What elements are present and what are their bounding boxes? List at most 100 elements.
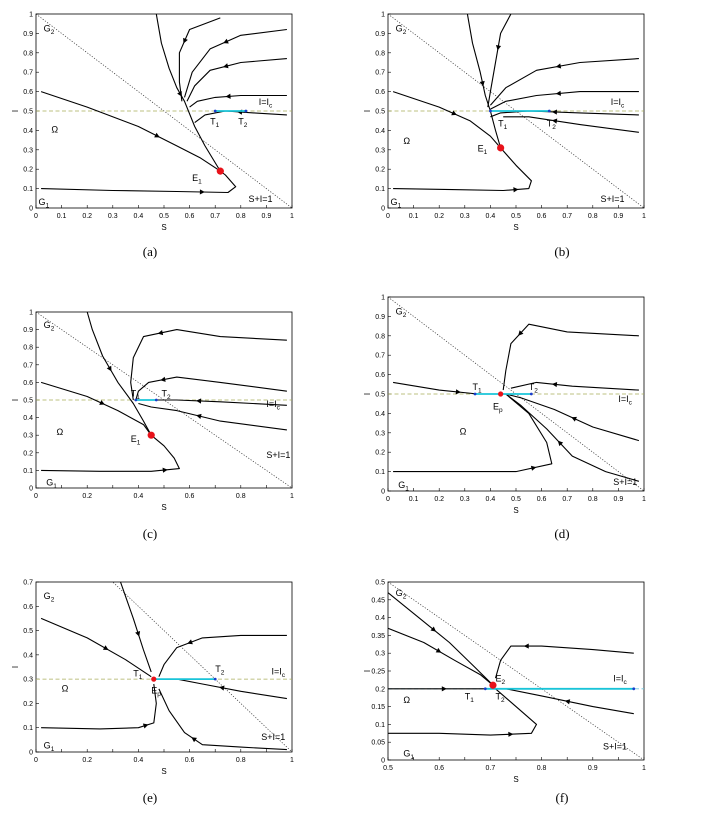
- trajectory-curve: [40, 91, 221, 172]
- line-s-plus-i-equals-1: [112, 582, 292, 752]
- y-tick-label: 0.1: [375, 469, 385, 476]
- trajectory-arrow: [495, 45, 502, 51]
- pseudo-equilibrium-point: [151, 676, 157, 682]
- x-tick-label: 0.4: [486, 496, 496, 503]
- trajectory-arrow: [564, 699, 571, 705]
- y-tick-label: 0.2: [375, 686, 385, 693]
- annotation-label: T1: [133, 669, 143, 682]
- x-tick-label: 0.4: [134, 213, 144, 220]
- caption-b: (b): [554, 244, 570, 259]
- y-tick-label: 0.7: [23, 70, 33, 77]
- y-tick-label: 0.6: [23, 380, 33, 387]
- equilibrium-point: [147, 431, 155, 439]
- trajectory-arrow: [106, 365, 112, 372]
- trajectory-curve: [490, 91, 639, 110]
- trajectory-curve: [178, 17, 221, 102]
- y-tick-label: 0.25: [371, 669, 385, 676]
- x-tick-label: 0.9: [614, 213, 624, 220]
- y-axis-label: I: [363, 393, 372, 395]
- y-tick-label: 0.5: [375, 392, 385, 399]
- trajectory-arrow: [191, 737, 197, 743]
- y-tick-label: 0: [381, 206, 385, 213]
- x-tick-label: 1: [642, 765, 646, 772]
- annotation-label: I=Ic: [613, 674, 627, 687]
- phase-plot-a: 0 0.1 0.2 0.3 0.4 0.5 0.6 0.7 0.8 0.9 1 0 0.1 0.2 0.3 0…: [11, 12, 294, 233]
- equilibrium-point: [497, 144, 505, 152]
- trajectory-arrow: [223, 63, 229, 69]
- y-tick-label: 0.4: [375, 411, 385, 418]
- y-tick-label: 0.1: [375, 722, 385, 729]
- trajectory-arrow: [196, 398, 202, 404]
- y-tick-label: 0.7: [375, 353, 385, 360]
- trajectory-arrow: [523, 643, 529, 649]
- x-tick-label: 0: [386, 213, 390, 220]
- phase-plot-d: 0 0.1 0.2 0.3 0.4 0.5 0.6 0.7 0.8 0.9 1 0 0.1 0.2 0.3 0…: [363, 295, 646, 516]
- trajectory-curve: [183, 28, 287, 98]
- y-tick-label: 0.6: [375, 89, 385, 96]
- x-tick-label: 0.7: [210, 213, 220, 220]
- panel-e: 0 0.2 0.4 0.6 0.8 1 0 0.1 0.2 0.3 0.4 0.5 0.6 0.7 S I G2…: [8, 570, 348, 825]
- y-axis-label: I: [11, 666, 20, 668]
- tangent-point: [473, 392, 477, 396]
- annotation-label: S+I=1: [600, 194, 624, 204]
- panel-c: 0 0.2 0.4 0.6 0.8 1 0 0.1 0.2 0.3 0.4 0.5 0.6 0.7 0.8 0…: [8, 300, 348, 555]
- tangent-point: [489, 109, 492, 113]
- annotation-label: S+I=1: [261, 732, 285, 742]
- y-tick-label: 0.1: [23, 186, 33, 193]
- y-tick-label: 0.2: [23, 701, 33, 708]
- trajectory-curve: [155, 14, 221, 172]
- annotation-label: T1: [131, 388, 141, 401]
- x-tick-label: 0.9: [614, 496, 624, 503]
- annotation-label: S+I=1: [248, 194, 272, 204]
- caption-d: (d): [554, 526, 570, 541]
- annotation-label: S+I=1: [603, 741, 627, 751]
- annotation-label: G1: [39, 197, 50, 210]
- annotation-label: Ω: [51, 124, 58, 134]
- y-tick-label: 0.4: [375, 128, 385, 135]
- y-tick-label: 0.3: [375, 651, 385, 658]
- x-tick-label: 0.8: [537, 765, 547, 772]
- y-tick-label: 1: [29, 310, 33, 317]
- x-tick-label: 0.2: [82, 493, 92, 500]
- annotation-label: T2: [496, 691, 506, 704]
- trajectory-arrow: [199, 189, 205, 195]
- tangent-point: [483, 687, 487, 691]
- annotation-label: T2: [161, 388, 171, 401]
- annotation-label: I=Ic: [611, 97, 625, 110]
- phase-plot-e: 0 0.2 0.4 0.6 0.8 1 0 0.1 0.2 0.3 0.4 0.5 0.6 0.7 S I G2…: [11, 580, 294, 777]
- trajectory-arrow: [135, 631, 141, 637]
- trajectory-curve: [503, 116, 639, 133]
- y-tick-label: 0.2: [375, 450, 385, 457]
- x-tick-label: 0.7: [562, 213, 572, 220]
- x-tick-label: 0.5: [511, 496, 521, 503]
- annotation-label: T1: [498, 119, 508, 131]
- x-axis-label: S: [161, 767, 166, 776]
- trajectory-arrow: [551, 109, 557, 115]
- y-axis-label: I: [363, 110, 372, 112]
- x-tick-label: 0.6: [185, 757, 195, 764]
- x-tick-label: 0.5: [159, 213, 169, 220]
- x-tick-label: 0.9: [262, 213, 272, 220]
- trajectory-curve: [466, 14, 502, 149]
- y-tick-label: 0: [381, 489, 385, 496]
- trajectory-curve: [393, 147, 532, 192]
- annotation-label: Ω: [403, 695, 410, 705]
- x-axis-label: S: [161, 223, 166, 232]
- x-tick-label: 0.5: [511, 213, 521, 220]
- phase-plot-f: 0.5 0.6 0.7 0.8 0.9 1 0 0.05 0.1 0.15 0.2 0.25 0.3 0.…: [363, 580, 646, 785]
- y-tick-label: 0.35: [371, 633, 385, 640]
- y-tick-label: 0.8: [375, 333, 385, 340]
- trajectory-arrow: [555, 90, 561, 96]
- annotation-label: G2: [396, 588, 407, 601]
- trajectory-curve: [40, 381, 152, 436]
- y-tick-label: 0.6: [375, 372, 385, 379]
- x-tick-label: 0.1: [57, 213, 67, 220]
- y-tick-label: 0.8: [375, 50, 385, 57]
- y-tick-label: 0.4: [375, 615, 385, 622]
- trajectory-arrow: [99, 400, 105, 405]
- x-tick-label: 0.7: [486, 765, 496, 772]
- y-tick-label: 0.15: [371, 704, 385, 711]
- annotation-label: E1: [192, 173, 202, 186]
- trajectory-curve: [487, 14, 512, 108]
- y-tick-label: 0.45: [371, 597, 385, 604]
